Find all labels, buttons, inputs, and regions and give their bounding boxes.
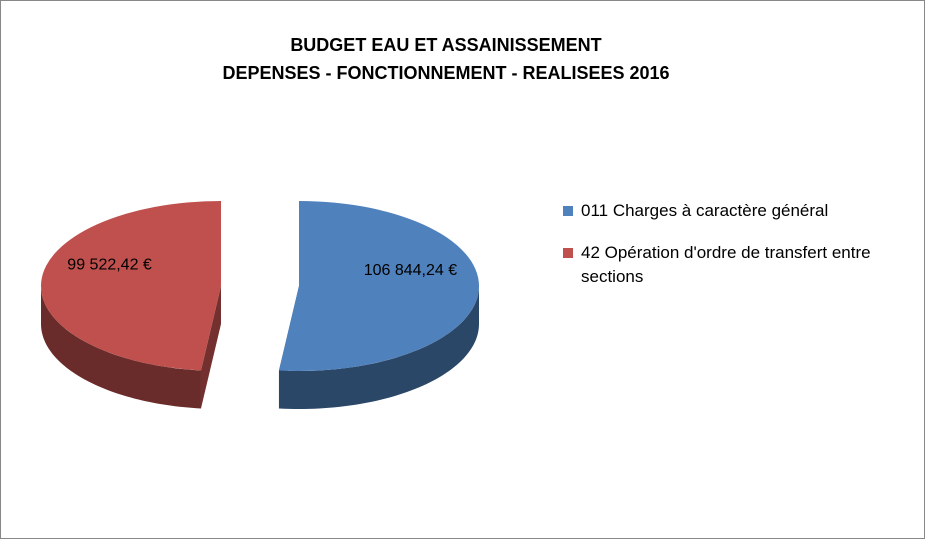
legend: 011 Charges à caractère général 42 Opérat… — [563, 199, 893, 307]
chart-subtitle: DEPENSES - FONCTIONNEMENT - REALISEES 20… — [222, 63, 669, 83]
chart-title: BUDGET EAU ET ASSAINISSEMENT — [290, 35, 601, 55]
data-label: 99 522,42 € — [67, 256, 152, 273]
pie-slice-group: 106 844,24 € — [278, 201, 479, 409]
legend-item: 42 Opération d'ordre de transfert entre … — [563, 241, 893, 289]
pie-slice — [278, 201, 479, 371]
legend-swatch — [563, 206, 573, 216]
pie-slice — [40, 201, 221, 371]
data-label: 106 844,24 € — [364, 262, 458, 279]
legend-item: 011 Charges à caractère général — [563, 199, 893, 223]
slice-side — [278, 286, 479, 409]
pie-slice-group: 99 522,42 € — [40, 201, 221, 409]
legend-label: 42 Opération d'ordre de transfert entre … — [581, 243, 871, 286]
legend-swatch — [563, 248, 573, 258]
slice-wall — [200, 286, 221, 409]
legend-label: 011 Charges à caractère général — [581, 201, 829, 220]
slice-side — [41, 286, 201, 409]
